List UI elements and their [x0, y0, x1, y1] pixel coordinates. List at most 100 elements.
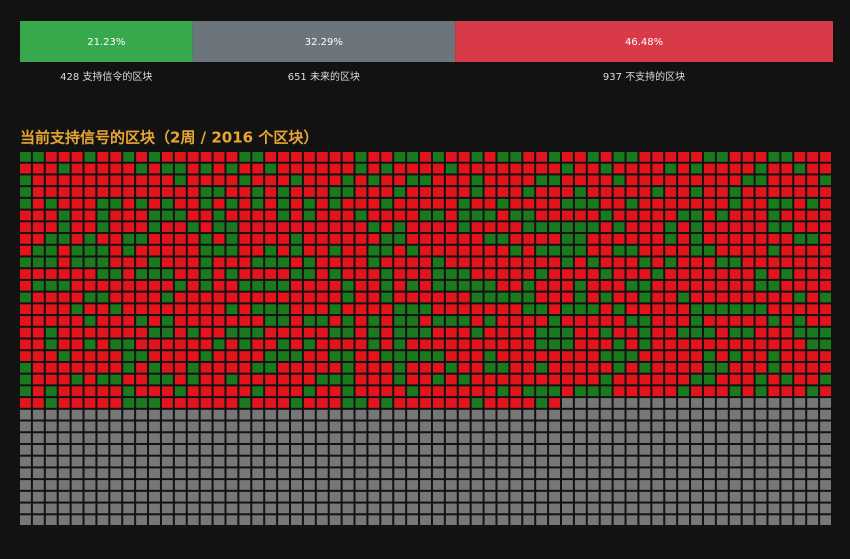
- block: [71, 362, 83, 373]
- block: [652, 257, 664, 268]
- block: [45, 257, 57, 268]
- block: [574, 175, 586, 186]
- block: [58, 339, 70, 350]
- block: [665, 362, 677, 373]
- block: [678, 210, 690, 221]
- block: [265, 163, 277, 174]
- block: [239, 280, 251, 291]
- block: [665, 175, 677, 186]
- block: [665, 245, 677, 256]
- block: [536, 304, 548, 315]
- block: [265, 409, 277, 420]
- block: [807, 468, 819, 479]
- block: [226, 456, 238, 467]
- block: [768, 386, 780, 397]
- block: [613, 468, 625, 479]
- block: [32, 433, 44, 443]
- block: [278, 456, 289, 467]
- block: [200, 269, 212, 279]
- block: [291, 421, 302, 432]
- block: [136, 339, 148, 350]
- block: [600, 234, 612, 244]
- block: [368, 304, 380, 315]
- block: [239, 222, 251, 233]
- block: [820, 187, 831, 197]
- block: [45, 398, 57, 408]
- block: [549, 468, 560, 479]
- block: [174, 198, 186, 209]
- block: [755, 398, 767, 408]
- block: [626, 362, 638, 373]
- block: [716, 421, 728, 432]
- block: [497, 409, 509, 420]
- block: [149, 257, 160, 268]
- block: [600, 362, 612, 373]
- block: [742, 269, 754, 279]
- block: [678, 304, 690, 315]
- block: [626, 316, 638, 326]
- block: [703, 222, 715, 233]
- block: [226, 503, 238, 514]
- block: [84, 234, 96, 244]
- block: [794, 491, 806, 502]
- block: [355, 210, 367, 221]
- block: [394, 210, 406, 221]
- block: [768, 468, 780, 479]
- block: [729, 292, 741, 303]
- block: [265, 491, 277, 502]
- block: [807, 433, 819, 443]
- block: [265, 245, 277, 256]
- block: [820, 456, 831, 467]
- block: [665, 257, 677, 268]
- block: [716, 409, 728, 420]
- block: [252, 187, 264, 197]
- block: [729, 444, 741, 455]
- block: [807, 198, 819, 209]
- block: [536, 398, 548, 408]
- block: [161, 234, 173, 244]
- block: [226, 362, 238, 373]
- block: [381, 222, 393, 233]
- block: [316, 339, 328, 350]
- block: [20, 444, 31, 455]
- block: [574, 198, 586, 209]
- block: [768, 269, 780, 279]
- block: [794, 444, 806, 455]
- block: [445, 316, 457, 326]
- block: [445, 327, 457, 338]
- block: [32, 351, 44, 361]
- block: [716, 280, 728, 291]
- block: [58, 421, 70, 432]
- block: [755, 339, 767, 350]
- block: [291, 456, 302, 467]
- block: [161, 292, 173, 303]
- block: [200, 468, 212, 479]
- block: [703, 152, 715, 162]
- block: [523, 245, 535, 256]
- block: [432, 234, 444, 244]
- block: [652, 198, 664, 209]
- block: [136, 444, 148, 455]
- block: [316, 327, 328, 338]
- block: [523, 339, 535, 350]
- block: [394, 304, 406, 315]
- block: [807, 362, 819, 373]
- block: [729, 409, 741, 420]
- block: [420, 444, 431, 455]
- block: [407, 503, 419, 514]
- block: [45, 280, 57, 291]
- block: [820, 362, 831, 373]
- block: [342, 152, 354, 162]
- block: [407, 386, 419, 397]
- block: [213, 456, 225, 467]
- block: [355, 386, 367, 397]
- block: [626, 503, 638, 514]
- block: [355, 480, 367, 490]
- block: [484, 245, 496, 256]
- block: [239, 163, 251, 174]
- block: [432, 468, 444, 479]
- block: [536, 503, 548, 514]
- block: [136, 292, 148, 303]
- block: [458, 480, 470, 490]
- block: [484, 280, 496, 291]
